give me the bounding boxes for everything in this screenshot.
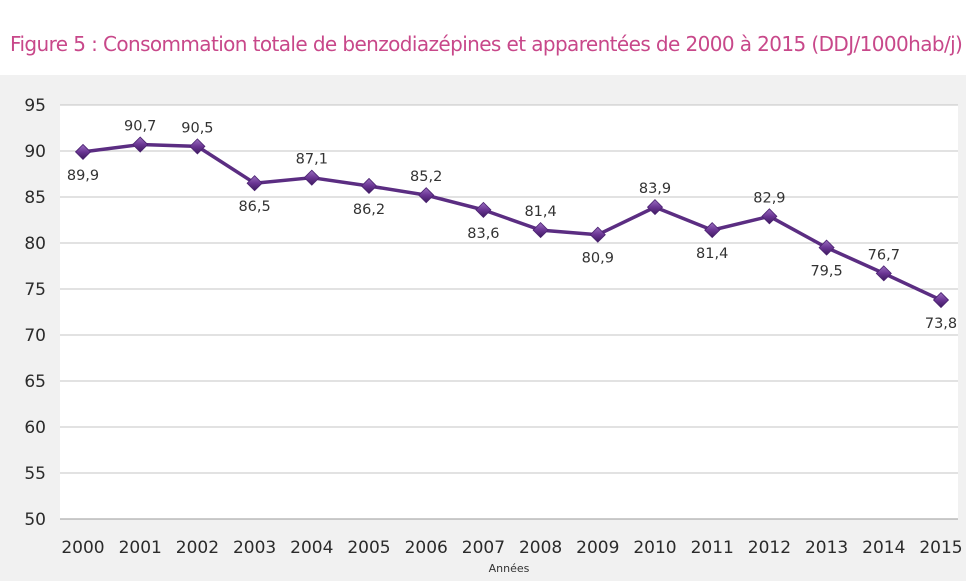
- data-point-marker: [704, 222, 721, 239]
- x-tick-label: 2000: [61, 538, 104, 558]
- data-point-marker: [418, 187, 435, 204]
- data-label: 83,6: [467, 226, 499, 242]
- series-line: [74, 136, 950, 309]
- data-point-marker: [532, 222, 549, 239]
- x-axis-ticks: 2000 2001 2002 2003 2004 2005 2006 2007 2008 2009…: [61, 538, 962, 558]
- y-tick-label: 70: [24, 326, 46, 346]
- data-label: 79,5: [810, 264, 842, 280]
- gridlines: [60, 104, 958, 520]
- data-point-marker: [818, 239, 835, 256]
- data-label: 90,7: [124, 119, 156, 135]
- chart-title: Figure 5 : Consommation totale de benzod…: [10, 32, 963, 56]
- data-labels: 89,9 90,7 90,5 86,5 87,1 86,2 85,2 83,6 81,4 80,9…: [67, 119, 957, 332]
- x-tick-label: 2001: [119, 538, 162, 558]
- data-point-marker: [646, 199, 664, 216]
- plot-area: [60, 105, 958, 519]
- data-point-marker: [189, 138, 206, 155]
- data-label: 87,1: [296, 152, 328, 168]
- y-axis-ticks: 50 55 60 65 70 75 80 85 90 95: [24, 96, 46, 530]
- data-label: 81,4: [524, 204, 556, 220]
- data-label: 86,5: [238, 199, 270, 215]
- data-label: 90,5: [181, 120, 213, 136]
- data-point-marker: [74, 143, 92, 160]
- x-tick-label: 2008: [519, 538, 562, 558]
- data-point-marker: [875, 265, 892, 282]
- y-tick-label: 80: [24, 234, 46, 254]
- y-tick-label: 55: [24, 464, 46, 484]
- data-label: 82,9: [753, 190, 785, 206]
- y-tick-label: 95: [24, 96, 46, 116]
- data-label: 86,2: [353, 202, 385, 218]
- y-tick-label: 90: [24, 142, 46, 162]
- data-point-marker: [132, 136, 149, 153]
- data-point-marker: [360, 177, 378, 195]
- x-tick-label: 2009: [576, 538, 619, 558]
- x-tick-label: 2004: [290, 538, 333, 558]
- data-label: 85,2: [410, 169, 442, 185]
- series-polyline: [82, 142, 942, 302]
- y-tick-label: 75: [24, 280, 46, 300]
- data-label: 73,8: [925, 316, 957, 332]
- data-point-marker: [761, 208, 778, 225]
- x-tick-label: 2005: [347, 538, 390, 558]
- x-tick-label: 2007: [462, 538, 505, 558]
- x-tick-label: 2012: [748, 538, 791, 558]
- x-tick-label: 2015: [919, 538, 962, 558]
- x-tick-label: 2006: [405, 538, 448, 558]
- y-tick-label: 50: [24, 510, 46, 530]
- data-point-marker: [932, 291, 950, 309]
- data-label: 81,4: [696, 246, 728, 262]
- data-point-marker: [475, 201, 492, 218]
- y-tick-label: 60: [24, 418, 46, 438]
- chart-panel: 50 55 60 65 70 75 80 85 90 95 2000 2001 2002 2003 200…: [0, 75, 966, 581]
- x-tick-label: 2013: [805, 538, 848, 558]
- x-axis-label: Années: [489, 562, 530, 575]
- data-point-marker: [589, 226, 606, 243]
- x-tick-label: 2010: [633, 538, 676, 558]
- data-point-marker: [246, 175, 263, 192]
- data-label: 76,7: [868, 247, 900, 263]
- x-tick-label: 2011: [691, 538, 734, 558]
- data-point-marker: [303, 169, 320, 186]
- data-label: 80,9: [582, 251, 614, 267]
- x-tick-label: 2014: [862, 538, 905, 558]
- x-tick-label: 2003: [233, 538, 276, 558]
- data-label: 89,9: [67, 168, 99, 184]
- y-tick-label: 65: [24, 372, 46, 392]
- x-tick-label: 2002: [176, 538, 219, 558]
- data-label: 83,9: [639, 181, 671, 197]
- y-tick-label: 85: [24, 188, 46, 208]
